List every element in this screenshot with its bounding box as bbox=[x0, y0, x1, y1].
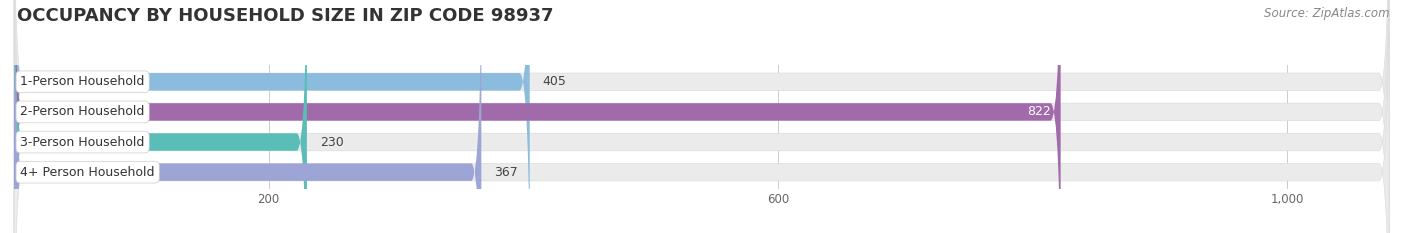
Text: 230: 230 bbox=[319, 136, 343, 149]
Text: 3-Person Household: 3-Person Household bbox=[21, 136, 145, 149]
Text: 822: 822 bbox=[1026, 105, 1050, 118]
Text: 4+ Person Household: 4+ Person Household bbox=[21, 166, 155, 179]
FancyBboxPatch shape bbox=[14, 0, 481, 233]
FancyBboxPatch shape bbox=[14, 0, 1389, 233]
FancyBboxPatch shape bbox=[14, 0, 530, 233]
Text: 1-Person Household: 1-Person Household bbox=[21, 75, 145, 88]
FancyBboxPatch shape bbox=[14, 0, 1389, 233]
Text: 405: 405 bbox=[543, 75, 567, 88]
FancyBboxPatch shape bbox=[14, 0, 1060, 233]
Text: Source: ZipAtlas.com: Source: ZipAtlas.com bbox=[1264, 7, 1389, 20]
FancyBboxPatch shape bbox=[14, 0, 1389, 233]
FancyBboxPatch shape bbox=[14, 0, 307, 233]
FancyBboxPatch shape bbox=[14, 0, 1389, 233]
Text: 367: 367 bbox=[494, 166, 517, 179]
Text: 2-Person Household: 2-Person Household bbox=[21, 105, 145, 118]
Text: OCCUPANCY BY HOUSEHOLD SIZE IN ZIP CODE 98937: OCCUPANCY BY HOUSEHOLD SIZE IN ZIP CODE … bbox=[17, 7, 554, 25]
